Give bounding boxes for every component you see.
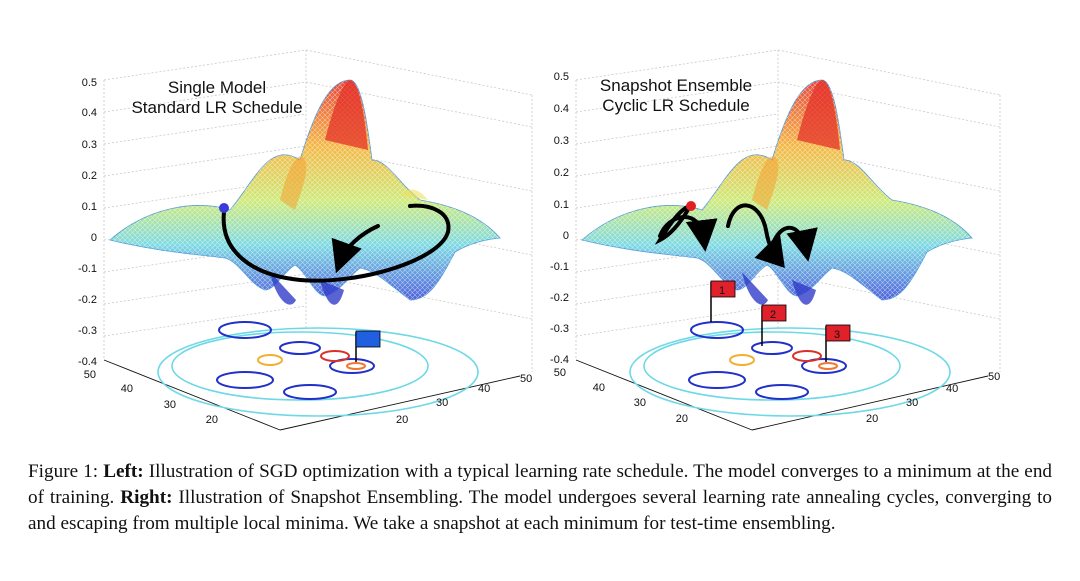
snapshot-flag-2-label: 2	[770, 309, 776, 321]
z-tick: -0.4	[78, 356, 97, 368]
caption-right-label: Right:	[120, 487, 173, 508]
z-tick: 0.2	[82, 170, 97, 182]
panel-right-title-line1: Snapshot Ensemble	[600, 76, 752, 95]
y-tick: 50	[520, 373, 532, 385]
x-tick: 50	[554, 367, 566, 379]
z-tick: -0.2	[550, 292, 569, 304]
z-tick: 0.1	[82, 201, 97, 213]
x-axis-ticks-left: 50 40 30 20	[84, 369, 218, 426]
sgd-trajectory-right	[654, 203, 818, 269]
x-tick: 20	[676, 413, 688, 425]
panel-right-title-line2: Cyclic LR Schedule	[602, 96, 749, 115]
z-axis-ticks-left: 0.5 0.4 0.3 0.2 0.1 0 -0.1 -0.2 -0.3 -0.…	[78, 77, 97, 368]
z-tick: 0	[91, 232, 97, 244]
panel-left: Single Model Standard LR Schedule 0.5 0.…	[78, 49, 533, 431]
contour-plot-right	[629, 321, 951, 417]
snapshot-flag-3: 3	[825, 324, 851, 362]
y-tick: 20	[866, 413, 878, 425]
snapshot-flag-left	[355, 330, 381, 362]
x-tick: 20	[206, 414, 218, 426]
x-tick: 50	[84, 369, 96, 381]
snapshot-flag-1: 1	[710, 280, 736, 322]
z-tick: 0.5	[82, 77, 97, 89]
y-axis-ticks-left: 50 40 30 20	[396, 373, 532, 426]
snapshot-flag-3-label: 3	[834, 329, 840, 341]
figure-1: Single Model Standard LR Schedule 0.5 0.…	[78, 49, 1001, 431]
figure-caption: Figure 1: Left: Illustration of SGD opti…	[28, 459, 1052, 537]
z-tick: 0.5	[554, 71, 569, 83]
z-tick: -0.2	[78, 294, 97, 306]
z-tick: -0.1	[78, 263, 97, 275]
caption-left-label: Left:	[103, 461, 144, 482]
x-tick: 30	[164, 399, 176, 411]
z-tick: 0	[563, 230, 569, 242]
z-axis-ticks-right: 0.5 0.4 0.3 0.2 0.1 0 -0.1 -0.2 -0.3 -0.…	[550, 71, 569, 366]
panel-left-title-line2: Standard LR Schedule	[131, 98, 302, 117]
z-tick: -0.1	[550, 261, 569, 273]
z-tick: 0.3	[554, 135, 569, 147]
start-point-left	[219, 203, 229, 213]
caption-right-text: Illustration of Snapshot Ensembling. The…	[28, 487, 1053, 534]
start-point-right	[686, 201, 696, 211]
caption-left-text: Illustration of SGD optimization with a …	[28, 461, 1053, 508]
loss-surface-left	[109, 79, 501, 305]
y-tick: 30	[436, 397, 448, 409]
y-tick: 50	[988, 371, 1000, 383]
panel-left-title-line1: Single Model	[168, 78, 266, 97]
snapshot-flag-1-label: 1	[719, 285, 725, 297]
x-axis-ticks-right: 50 40 30 20	[554, 367, 688, 425]
z-tick: 0.4	[82, 107, 97, 119]
snapshot-flag-2: 2	[761, 304, 787, 346]
z-tick: 0.3	[82, 139, 97, 151]
caption-figure-label: Figure 1:	[28, 461, 99, 482]
sgd-trajectory-left	[221, 203, 451, 283]
x-tick: 40	[121, 383, 133, 395]
panel-right: 1 2 3 Snapshot Ensemble Cyclic LR Schedu…	[550, 49, 1001, 431]
loss-surface-right	[581, 79, 973, 305]
z-tick: -0.4	[550, 354, 569, 366]
contour-plot-left	[157, 321, 479, 417]
x-tick: 30	[634, 397, 646, 409]
z-tick: -0.3	[550, 323, 569, 335]
y-tick: 20	[396, 414, 408, 426]
y-tick: 30	[906, 397, 918, 409]
x-tick: 40	[593, 382, 605, 394]
z-tick: -0.3	[78, 325, 97, 337]
z-tick: 0.2	[554, 167, 569, 179]
z-tick: 0.1	[554, 199, 569, 211]
y-axis-ticks-right: 50 40 30 20	[866, 371, 1000, 425]
y-tick: 40	[478, 383, 490, 395]
y-tick: 40	[946, 383, 958, 395]
z-tick: 0.4	[554, 103, 569, 115]
